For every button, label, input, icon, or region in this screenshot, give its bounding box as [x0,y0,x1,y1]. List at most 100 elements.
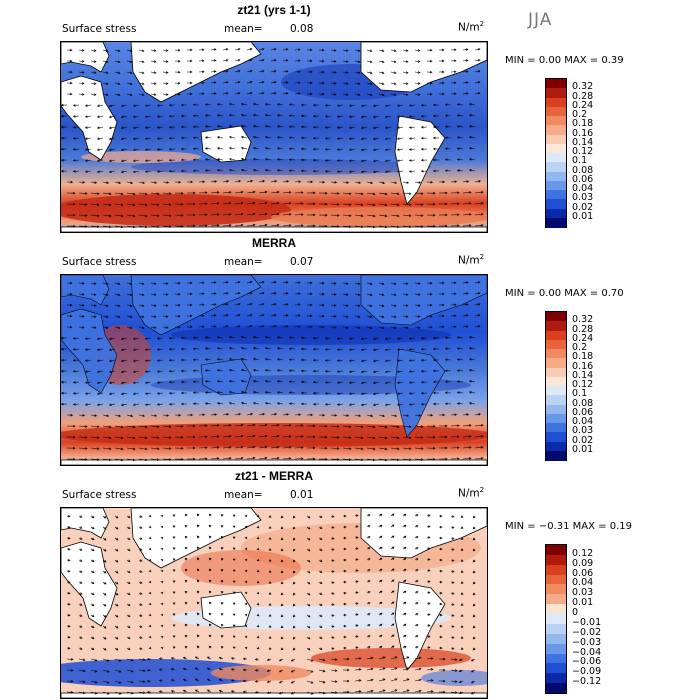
colorbar-swatch [546,134,566,145]
colorbar-swatch [546,584,566,595]
colorbar-swatch [546,143,566,154]
range-diff: MIN = −0.31 MAX = 0.19 [505,521,632,532]
stress-map-model [61,42,487,232]
colorbar-swatch [546,97,566,108]
colorbar-tick-label: 0.03 [572,587,594,599]
colorbar-diff [545,544,567,694]
colorbar-tick-label: 0.08 [572,397,594,409]
mean-label-model: mean= [224,23,263,35]
colorbar-tick-label: 0.04 [572,183,594,194]
unit-label-diff: N/m2 [458,486,485,500]
colorbar-swatch [546,171,566,182]
colorbar-tick-label: 0.14 [572,369,594,381]
colorbar-swatch [546,673,566,684]
colorbar-swatch [546,404,566,415]
colorbar-swatch [546,106,566,117]
colorbar-swatch [546,653,566,664]
colorbar-swatch [546,88,566,98]
colorbar-tick-label: 0.32 [572,81,594,93]
colorbar-tick-label: 0.06 [572,173,594,185]
colorbar-tick-label: 0 [572,607,579,619]
colorbar-tick-label: 0.01 [572,210,594,222]
colorbar-swatch [546,208,566,219]
colorbar-swatch [546,180,566,191]
colorbar-swatch [546,376,566,387]
unit-label-obs: N/m2 [458,253,485,267]
panel-title-model: zt21 (yrs 1-1) [237,3,311,17]
colorbar-tick-label: 0.02 [572,201,594,213]
colorbar-swatch [546,623,566,635]
colorbar-model [545,78,567,228]
colorbar-tick-label: 0.06 [572,567,594,579]
colorbar-tick-label: 0.12 [572,146,594,157]
colorbar-swatch [546,450,566,461]
field-label-diff: Surface stress [62,489,137,501]
colorbar-tick-label: 0.18 [572,351,594,363]
colorbar-swatch [546,614,566,625]
colorbar-swatch [546,643,566,655]
stress-map-obs [61,275,487,465]
mean-label-obs: mean= [224,256,263,268]
map-panel-model [60,41,488,233]
map-panel-diff [60,507,488,699]
colorbar-tick-label: 0.06 [572,406,594,418]
colorbar-tick-label: 0.2 [572,109,588,120]
colorbar-labels-obs: 0.32 0.28 0.24 0.2 0.18 0.16 0.14 0.12 0.1 0.08 0.… [572,311,632,459]
colorbar-swatch [546,413,566,424]
colorbar-swatch [546,683,566,694]
colorbar-swatch [546,545,566,556]
colorbar-tick-label: 0.32 [572,314,594,326]
colorbar-swatch [546,125,566,135]
colorbar-tick-label: 0.03 [572,192,594,204]
map-panel-obs [60,274,488,466]
range-model: MIN = 0.00 MAX = 0.39 [505,55,624,66]
panel-title-diff: zt21 - MERRA [234,469,313,483]
colorbar-swatch [546,423,566,433]
colorbar-swatch [546,162,566,172]
field-label-obs: Surface stress [62,256,137,268]
colorbar-swatch [546,79,566,89]
colorbar-tick-label: 0.02 [572,434,594,446]
colorbar-swatch [546,604,566,615]
mean-value-obs: 0.07 [290,256,314,268]
colorbar-swatch [546,153,566,163]
colorbar-tick-label: 0.04 [572,577,594,589]
colorbar-tick-label: 0.16 [572,360,594,372]
mean-label-diff: mean= [224,489,263,501]
colorbar-tick-label: −0.01 [572,616,602,628]
colorbar-tick-label: 0.16 [572,127,594,139]
season-label: JJA [528,10,553,30]
colorbar-swatch [546,663,566,674]
colorbar-swatch [546,554,566,566]
colorbar-swatch [546,330,566,341]
colorbar-swatch [546,367,566,378]
stress-map-diff [61,508,487,698]
colorbar-tick-label: 0.03 [572,425,594,437]
colorbar-tick-label: 0.04 [572,416,594,427]
colorbar-tick-label: 0.2 [572,342,588,353]
panel-title-obs: MERRA [252,236,296,250]
colorbar-tick-label: 0.1 [572,388,588,400]
colorbar-tick-label: −0.03 [572,636,602,648]
colorbar-swatch [546,358,566,368]
colorbar-tick-label: −0.06 [572,656,602,668]
colorbar-swatch [546,594,566,605]
mean-value-model: 0.08 [290,23,314,35]
colorbar-swatch [546,339,566,350]
colorbar-swatch [546,312,566,322]
colorbar-swatch [546,432,566,442]
colorbar-swatch [546,395,566,405]
colorbar-swatch [546,190,566,200]
colorbar-tick-label: 0.08 [572,164,594,176]
colorbar-swatch [546,386,566,396]
colorbar-tick-label: 0.01 [572,443,594,455]
colorbar-swatch [546,441,566,452]
colorbar-tick-label: 0.12 [572,547,594,559]
colorbar-tick-label: −0.02 [572,626,602,638]
colorbar-swatch [546,633,566,645]
colorbar-tick-label: 0.24 [572,332,594,344]
colorbar-tick-label: 0.09 [572,557,594,569]
colorbar-tick-label: 0.14 [572,136,594,148]
colorbar-tick-label: 0.12 [572,379,594,390]
colorbar-tick-label: 0.28 [572,90,594,102]
